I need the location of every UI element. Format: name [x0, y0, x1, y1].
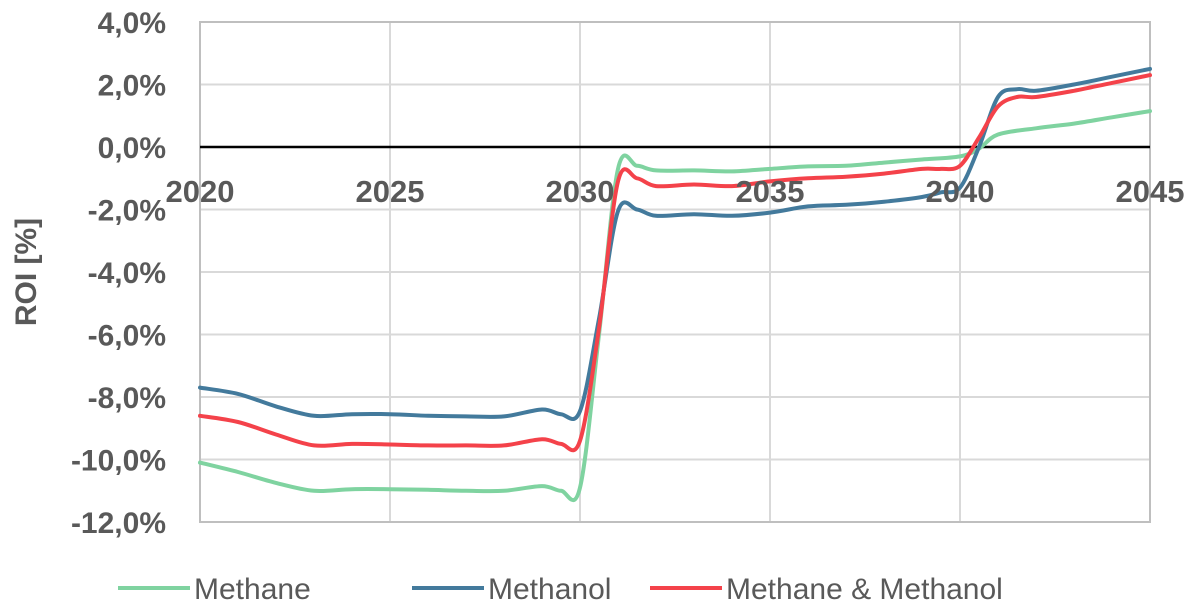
y-tick-label: -2,0%: [88, 195, 166, 228]
y-tick-label: -10,0%: [71, 445, 166, 478]
x-tick-label: 2040: [926, 174, 995, 209]
y-tick-label: -4,0%: [88, 257, 166, 290]
data-series: [198, 66, 1152, 503]
y-axis-label: ROI [%]: [10, 218, 43, 326]
y-tick-label: 0,0%: [98, 132, 166, 165]
y-tick-label: -8,0%: [88, 382, 166, 415]
legend: Methane Methanol Methane & Methanol: [118, 573, 1003, 606]
series-line-methane-methanol: [198, 73, 1152, 453]
x-tick-label: 2025: [356, 174, 425, 209]
x-axis-tick-labels: 2020 2025 2030 2035 2040 2045: [166, 174, 1185, 209]
x-tick-label: 2045: [1116, 174, 1185, 209]
legend-label-methane: Methane: [194, 573, 311, 606]
y-tick-label: -6,0%: [88, 320, 166, 353]
legend-label-methanol: Methanol: [488, 573, 611, 606]
y-tick-label: 4,0%: [98, 7, 166, 40]
legend-label-methane-methanol: Methane & Methanol: [726, 573, 1003, 606]
x-tick-label: 2035: [736, 174, 805, 209]
series-line-methane: [198, 109, 1152, 503]
gridlines: [199, 21, 1151, 523]
plot-area-border: [199, 21, 1151, 523]
y-axis-tick-labels: 4,0% 2,0% 0,0% -2,0% -4,0% -6,0% -8,0% -10,0% -1…: [71, 7, 166, 540]
x-tick-label: 2030: [546, 174, 615, 209]
series-line-methanol: [198, 66, 1152, 422]
y-tick-label: 2,0%: [98, 70, 166, 103]
x-tick-label: 2020: [166, 174, 235, 209]
y-tick-label: -12,0%: [71, 507, 166, 540]
